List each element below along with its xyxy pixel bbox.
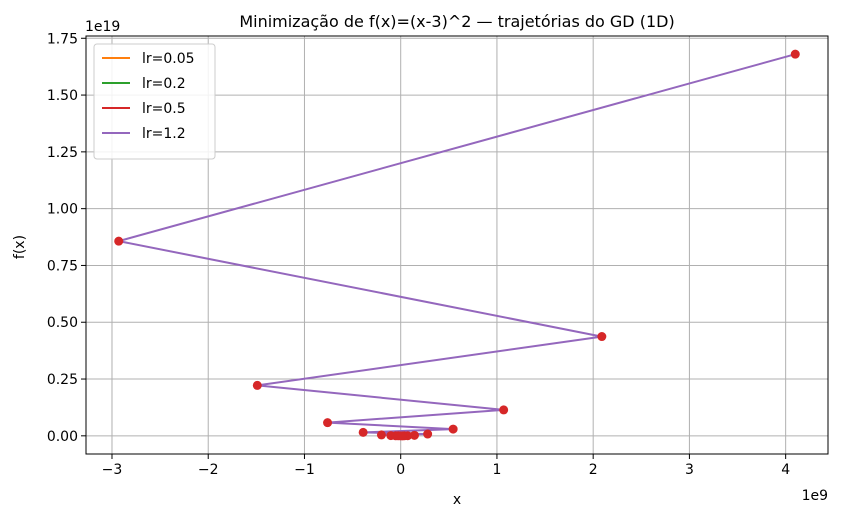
x-tick-label: 0	[396, 462, 405, 478]
data-point	[423, 429, 433, 439]
legend-label: lr=0.5	[142, 101, 186, 117]
data-point	[396, 431, 406, 441]
data-point	[790, 49, 800, 59]
x-offset-label: 1e9	[802, 488, 828, 504]
grid	[86, 36, 828, 454]
y-tick-label: 0.75	[47, 258, 78, 274]
y-tick-label: 1.50	[47, 88, 78, 104]
x-tick-label: 3	[685, 462, 694, 478]
data-point	[114, 236, 124, 246]
data-point	[358, 427, 368, 437]
y-tick-label: 0.50	[47, 315, 78, 331]
x-tick-label: −2	[198, 462, 219, 478]
y-tick-label: 0.00	[47, 429, 78, 445]
data-point	[409, 430, 419, 440]
x-tick-label: −3	[102, 462, 123, 478]
y-axis-label: f(x)	[12, 235, 28, 259]
y-tick-label: 1.25	[47, 145, 78, 161]
legend-label: lr=0.05	[142, 51, 195, 67]
data-point	[376, 430, 386, 440]
data-markers	[114, 49, 800, 441]
data-point	[323, 418, 333, 428]
data-point	[448, 424, 458, 434]
chart-title: Minimização de f(x)=(x-3)^2 — trajetória…	[239, 12, 674, 31]
y-tick-label: 0.25	[47, 372, 78, 388]
axis-ticks: −3 −2 −1 0 1 2 3 4 0.00 0.25 0.50 0.75 1.00 1.25 1.50 1…	[47, 31, 790, 478]
y-offset-label: 1e19	[85, 19, 120, 35]
y-tick-label: 1.00	[47, 202, 78, 218]
legend-label: lr=0.2	[142, 76, 186, 92]
plot-frame	[85, 35, 829, 455]
legend: lr=0.05 lr=0.2 lr=0.5 lr=1.2	[93, 43, 216, 160]
x-tick-label: 1	[492, 462, 501, 478]
x-tick-label: 2	[589, 462, 598, 478]
data-point	[597, 332, 607, 342]
data-point	[252, 380, 262, 390]
legend-label: lr=1.2	[142, 126, 186, 142]
data-point	[499, 405, 509, 415]
legend-box	[93, 43, 216, 160]
x-axis-label: x	[453, 492, 461, 508]
x-tick-label: 4	[781, 462, 790, 478]
y-tick-label: 1.75	[47, 31, 78, 47]
x-tick-label: −1	[294, 462, 315, 478]
